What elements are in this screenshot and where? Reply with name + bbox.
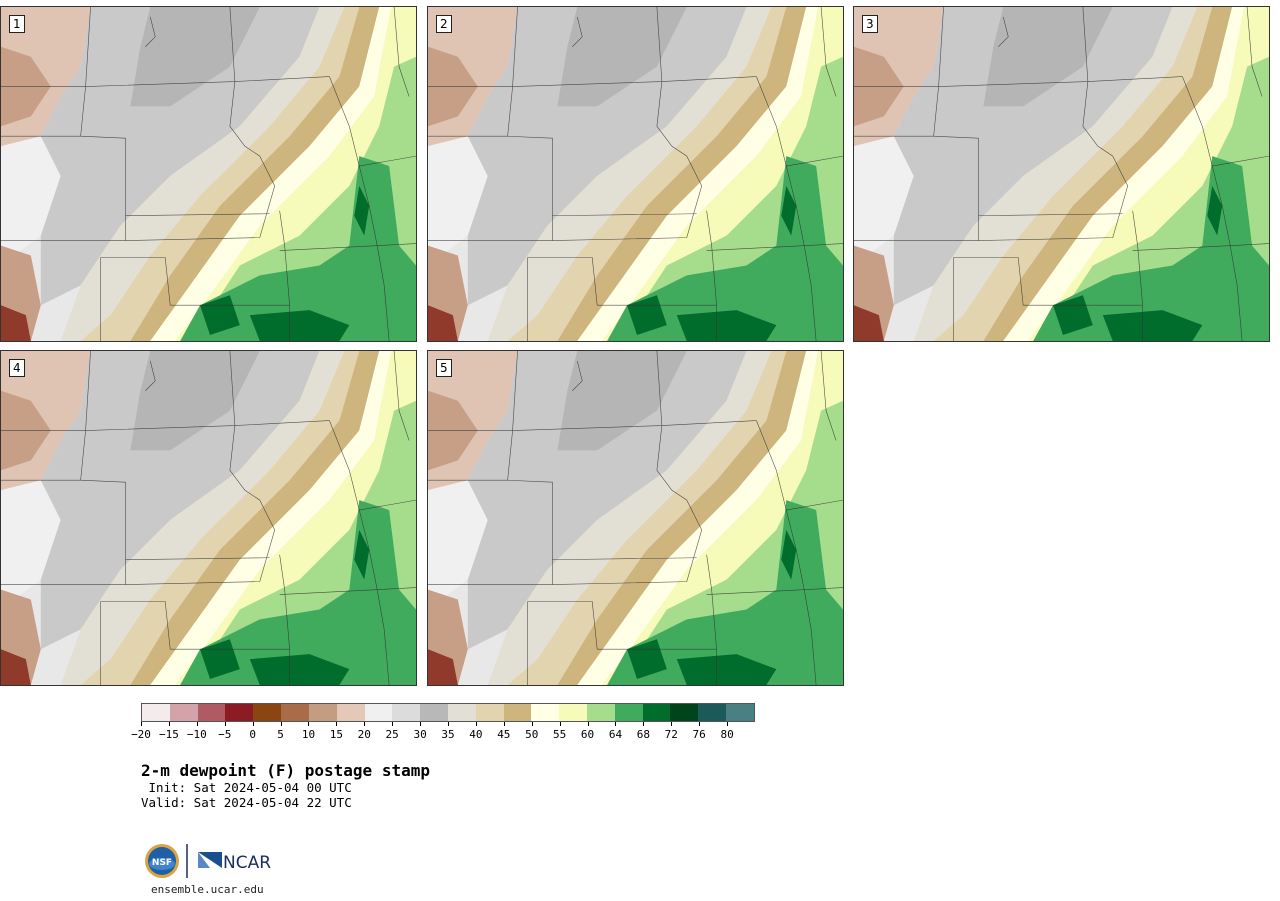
- colorbar-tick: [168, 722, 170, 726]
- colorbar-tick: [364, 722, 366, 726]
- colorbar-swatch: [169, 704, 198, 721]
- colorbar-swatch: [225, 704, 254, 721]
- colorbar-swatch: [559, 704, 587, 721]
- colorbar-swatch: [308, 704, 337, 721]
- colorbar-tick: [141, 722, 142, 726]
- colorbar-tick-label: 30: [413, 728, 427, 741]
- colorbar-swatch: [197, 704, 226, 721]
- member-number-label: 5: [436, 359, 452, 377]
- colorbar-tick-label: −5: [218, 728, 232, 741]
- svg-text:NCAR: NCAR: [223, 853, 271, 873]
- member-number-label: 3: [862, 15, 878, 33]
- colorbar-tick: [727, 722, 729, 726]
- colorbar-tick: [643, 722, 645, 726]
- colorbar-tick-label: 60: [580, 728, 595, 741]
- colorbar-tick: [196, 722, 198, 726]
- colorbar-swatch: [503, 704, 532, 721]
- colorbar-swatch: [698, 704, 727, 721]
- colorbar-tick: [475, 722, 477, 726]
- colorbar-swatch: [364, 704, 393, 721]
- nsf-logo: NSF: [145, 844, 179, 878]
- colorbar-tick-label: 72: [664, 728, 678, 741]
- member-panel-4: 4: [0, 350, 417, 686]
- colorbar-swatch: [475, 704, 504, 721]
- colorbar-swatch: [420, 704, 448, 721]
- colorbar-tick-label: 35: [441, 728, 455, 741]
- colorbar-swatch: [253, 704, 282, 721]
- colorbar-tick-label: 5: [277, 728, 284, 741]
- colorbar-swatch: [281, 704, 309, 721]
- colorbar-tick-label: −20: [131, 728, 151, 741]
- init-time: Init: Sat 2024-05-04 00 UTC: [141, 780, 352, 795]
- colorbar-tick-label: 25: [385, 728, 399, 741]
- website-url: ensemble.ucar.edu: [151, 883, 264, 896]
- colorbar-tick-label: −10: [186, 728, 207, 741]
- colorbar-tick: [699, 722, 701, 726]
- dewpoint-map-3: [854, 7, 1269, 341]
- colorbar-tick-label: 68: [636, 728, 650, 741]
- dewpoint-map-2: [428, 7, 843, 341]
- colorbar-swatch: [642, 704, 671, 721]
- colorbar-swatch: [587, 704, 615, 721]
- colorbar-tick-label: 55: [553, 728, 567, 741]
- colorbar-swatch: [614, 704, 643, 721]
- colorbar-tick: [559, 722, 561, 726]
- colorbar-tick-label: 80: [720, 728, 734, 741]
- member-number-label: 1: [9, 15, 25, 33]
- member-panel-5: 5: [427, 350, 844, 686]
- colorbar-tick-label: 40: [469, 728, 483, 741]
- member-number-label: 2: [436, 15, 452, 33]
- colorbar-tick: [280, 722, 282, 726]
- colorbar-tick: [671, 722, 673, 726]
- colorbar-tick-label: 50: [525, 728, 539, 741]
- colorbar-swatch: [670, 704, 699, 721]
- colorbar-tick: [587, 722, 589, 726]
- colorbar-swatch: [392, 704, 421, 721]
- colorbar-tick: [615, 722, 617, 726]
- colorbar-tick: [224, 722, 226, 726]
- colorbar-tick-label: 20: [357, 728, 371, 741]
- colorbar-tick-label: 0: [249, 728, 256, 741]
- colorbar-ticks: −20 −15 −10 −5 0 5 10 15 20 25 30 35 40 45 50 55 60 64 68 7…: [131, 722, 755, 742]
- colorbar-tick-label: 15: [329, 728, 343, 741]
- member-panel-3: 3: [853, 6, 1270, 342]
- colorbar-tick-label: 76: [692, 728, 706, 741]
- colorbar-tick: [308, 722, 310, 726]
- member-number-label: 4: [9, 359, 25, 377]
- colorbar-tick: [503, 722, 505, 726]
- colorbar-tick: [420, 722, 422, 726]
- colorbar-tick-label: 10: [301, 728, 316, 741]
- dewpoint-map-1: [1, 7, 416, 341]
- colorbar-swatch: [531, 704, 560, 721]
- colorbar-swatch: [336, 704, 365, 721]
- colorbar-tick: [531, 722, 533, 726]
- colorbar-tick: [336, 722, 338, 726]
- ncar-logo: NCAR: [198, 852, 271, 873]
- colorbar-swatch: [726, 704, 754, 721]
- colorbar-swatch: [142, 704, 170, 721]
- colorbar-tick-label: −15: [158, 728, 179, 741]
- dewpoint-map-5: [428, 351, 843, 685]
- svg-text:NSF: NSF: [152, 858, 172, 868]
- colorbar-tick: [392, 722, 394, 726]
- dewpoint-map-4: [1, 351, 416, 685]
- colorbar-tick-label: 64: [608, 728, 623, 741]
- member-panel-2: 2: [427, 6, 844, 342]
- member-panel-1: 1: [0, 6, 417, 342]
- valid-time: Valid: Sat 2024-05-04 22 UTC: [141, 795, 352, 810]
- colorbar-tick: [252, 722, 254, 726]
- colorbar-swatch: [447, 704, 476, 721]
- colorbar-tick: [448, 722, 449, 726]
- product-title: 2-m dewpoint (F) postage stamp: [141, 761, 430, 780]
- colorbar-tick-label: 45: [497, 728, 511, 741]
- colorbar: [141, 703, 755, 722]
- logos: NSF NCAR: [145, 844, 271, 878]
